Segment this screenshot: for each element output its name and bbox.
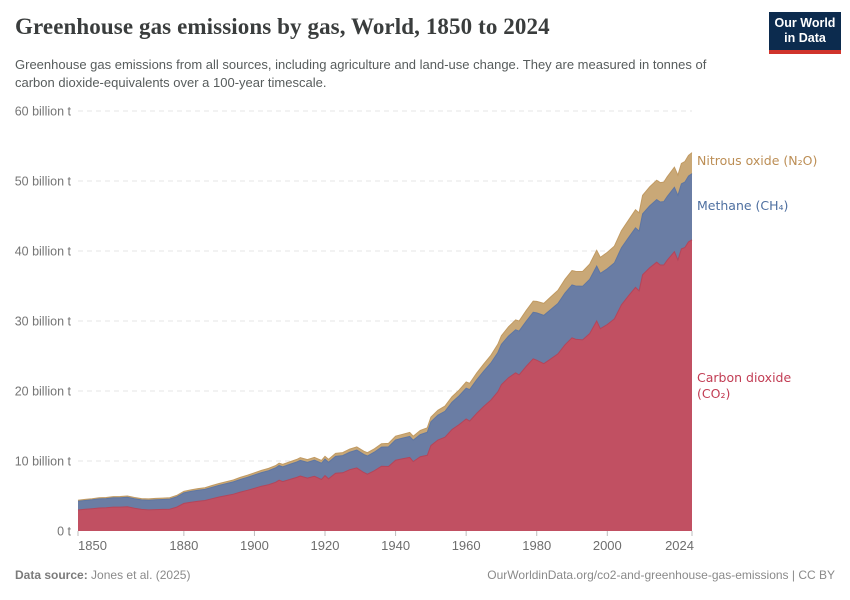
y-axis-label-50: 50 billion t [15, 175, 72, 189]
chart-subtitle: Greenhouse gas emissions from all source… [15, 57, 707, 90]
data-source-label: Data source: [15, 568, 88, 582]
data-source-value[interactable]: Jones et al. (2025) [91, 568, 191, 582]
owid-logo-text: Our World in Data [775, 16, 836, 46]
data-source-line: Data source: Jones et al. (2025) [15, 568, 190, 582]
y-axis-label-0: 0 t [57, 525, 71, 539]
area-carbon-dioxide-top-line [77, 239, 693, 511]
x-axis-label-2000: 2000 [593, 538, 622, 553]
legend-label-carbon-dioxide[interactable]: Carbon dioxide (CO₂) [697, 370, 792, 401]
y-axis-label-30: 30 billion t [15, 315, 72, 329]
area-nitrous-oxide-top-line [77, 152, 693, 501]
x-axis-label-1850: 1850 [78, 538, 107, 553]
x-axis-label-1900: 1900 [240, 538, 269, 553]
owid-logo-line2: in Data [784, 31, 826, 45]
x-axis-label-1960: 1960 [452, 538, 481, 553]
area-methane-top-line [77, 173, 693, 502]
x-axis-label-1940: 1940 [381, 538, 410, 553]
x-axis-label-2024: 2024 [665, 538, 694, 553]
area-carbon-dioxide[interactable] [78, 239, 692, 532]
owid-logo-line1: Our World [774, 16, 836, 30]
x-axis-label-1980: 1980 [522, 538, 551, 553]
y-axis-label-60: 60 billion t [15, 105, 72, 119]
owid-logo: Our World in Data [769, 12, 841, 54]
chart-title: Greenhouse gas emissions by gas, World, … [15, 14, 550, 39]
chart-footer: Data source: Jones et al. (2025) OurWorl… [15, 568, 835, 588]
legend-label-nitrous-oxide[interactable]: Nitrous oxide (N₂O) [697, 153, 818, 168]
citation-link[interactable]: OurWorldinData.org/co2-and-greenhouse-ga… [487, 568, 835, 582]
y-axis-label-40: 40 billion t [15, 245, 72, 259]
x-axis-label-1880: 1880 [169, 538, 198, 553]
y-axis-label-20: 20 billion t [15, 385, 72, 399]
x-axis-label-1920: 1920 [311, 538, 340, 553]
y-axis-label-10: 10 billion t [15, 455, 72, 469]
legend-label-methane[interactable]: Methane (CH₄) [697, 198, 789, 213]
